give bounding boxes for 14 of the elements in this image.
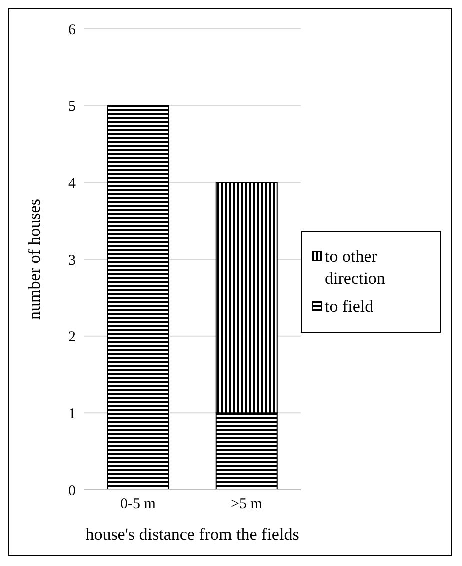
x-axis-title: house's distance from the fields (86, 525, 300, 544)
y-axis-title: number of houses (25, 199, 44, 320)
y-tick-label: 1 (68, 406, 76, 422)
x-tick-label: >5 m (231, 496, 263, 513)
y-tick-label: 6 (68, 22, 76, 38)
y-tick-label: 5 (68, 99, 76, 116)
y-tick-label: 3 (68, 252, 76, 269)
y-tick-label: 2 (68, 330, 76, 346)
legend-label: to other direction (325, 246, 386, 290)
y-tick-label: 0 (68, 483, 76, 500)
y-tick-label: 4 (68, 176, 76, 192)
legend-label: to field (325, 296, 374, 318)
bar (107, 105, 170, 490)
x-tick-label: 0-5 m (120, 496, 156, 513)
